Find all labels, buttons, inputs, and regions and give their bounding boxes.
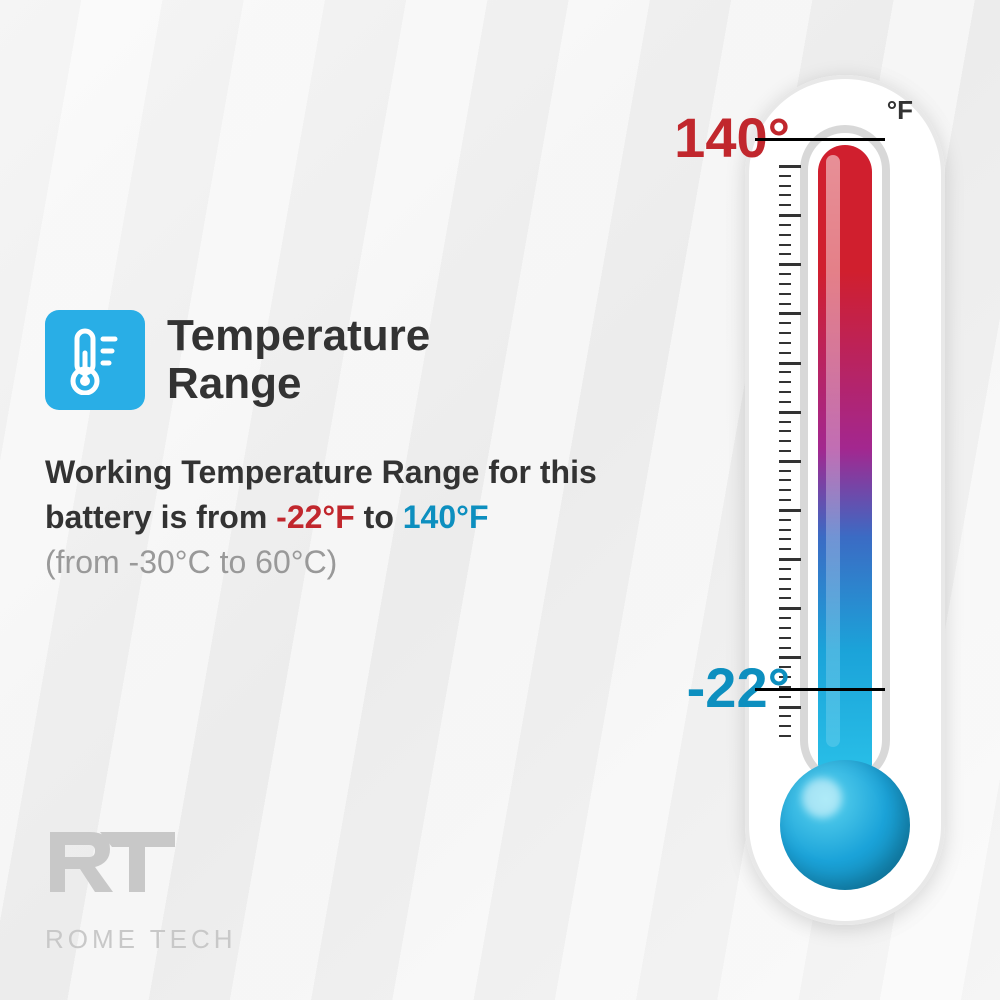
tick <box>779 175 791 177</box>
low-temp-line <box>755 688 885 691</box>
tick <box>779 647 791 649</box>
title-row: Temperature Range <box>45 310 605 410</box>
tick <box>779 617 791 619</box>
tick <box>779 637 791 639</box>
tick <box>779 509 801 512</box>
tick <box>779 253 791 255</box>
tick <box>779 293 791 295</box>
tick <box>779 204 791 206</box>
tick <box>779 735 791 737</box>
tick <box>779 332 791 334</box>
tick <box>779 273 791 275</box>
thermometer-tube <box>800 125 890 785</box>
tick <box>779 283 791 285</box>
tick <box>779 607 801 610</box>
tick <box>779 194 791 196</box>
tick <box>779 303 791 305</box>
logo-text: ROME TECH <box>45 924 237 955</box>
thermometer-icon <box>45 310 145 410</box>
logo: ROME TECH <box>45 827 237 955</box>
tick <box>779 362 801 365</box>
tick <box>779 185 791 187</box>
tick <box>779 401 791 403</box>
title-line2: Range <box>167 359 301 408</box>
thermometer: °F <box>745 75 945 925</box>
tick <box>779 479 791 481</box>
tick <box>779 499 791 501</box>
tick <box>779 381 791 383</box>
description: Working Temperature Range for this batte… <box>45 450 605 584</box>
tick <box>779 470 791 472</box>
tick <box>779 558 801 561</box>
tick <box>779 263 801 266</box>
desc-high-f: 140°F <box>403 499 489 535</box>
desc-low-f: -22°F <box>276 499 355 535</box>
tick <box>779 342 791 344</box>
tick <box>779 597 791 599</box>
tick <box>779 430 791 432</box>
tick <box>779 322 791 324</box>
tick <box>779 548 791 550</box>
tick <box>779 489 791 491</box>
tick <box>779 450 791 452</box>
tick <box>779 214 801 217</box>
desc-mid: to <box>355 499 403 535</box>
tick <box>779 725 791 727</box>
title-line1: Temperature <box>167 311 430 360</box>
tick <box>779 460 801 463</box>
thermometer-body: °F <box>745 75 945 925</box>
tick <box>779 568 791 570</box>
tick <box>779 234 791 236</box>
tick <box>779 440 791 442</box>
thermometer-fill <box>818 145 872 777</box>
tick <box>779 627 791 629</box>
content-panel: Temperature Range Working Temperature Ra… <box>45 310 605 584</box>
tick <box>779 578 791 580</box>
desc-celsius: (from -30°C to 60°C) <box>45 544 337 580</box>
unit-label: °F <box>887 95 913 126</box>
tick <box>779 312 801 315</box>
high-temp-line <box>755 138 885 141</box>
tick <box>779 421 791 423</box>
tick <box>779 244 791 246</box>
thermometer-ticks <box>779 165 803 735</box>
tick <box>779 224 791 226</box>
tick <box>779 538 791 540</box>
tick <box>779 519 791 521</box>
tick <box>779 529 791 531</box>
tick <box>779 411 801 414</box>
tick <box>779 588 791 590</box>
thermometer-bulb <box>780 760 910 890</box>
title: Temperature Range <box>167 312 430 409</box>
tick <box>779 371 791 373</box>
tick <box>779 391 791 393</box>
tick <box>779 352 791 354</box>
